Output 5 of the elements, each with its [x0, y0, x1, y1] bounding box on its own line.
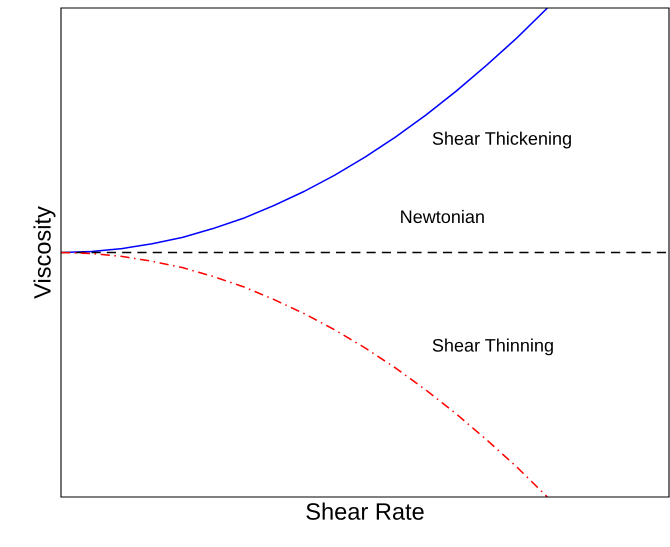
series-label: Shear Thickening: [432, 132, 571, 148]
series-label: Newtonian: [401, 210, 484, 224]
y-axis-title: Viscosity: [33, 206, 56, 299]
x-axis-title: Shear Rate: [306, 502, 424, 520]
series-label: Shear Thinning: [432, 338, 553, 356]
